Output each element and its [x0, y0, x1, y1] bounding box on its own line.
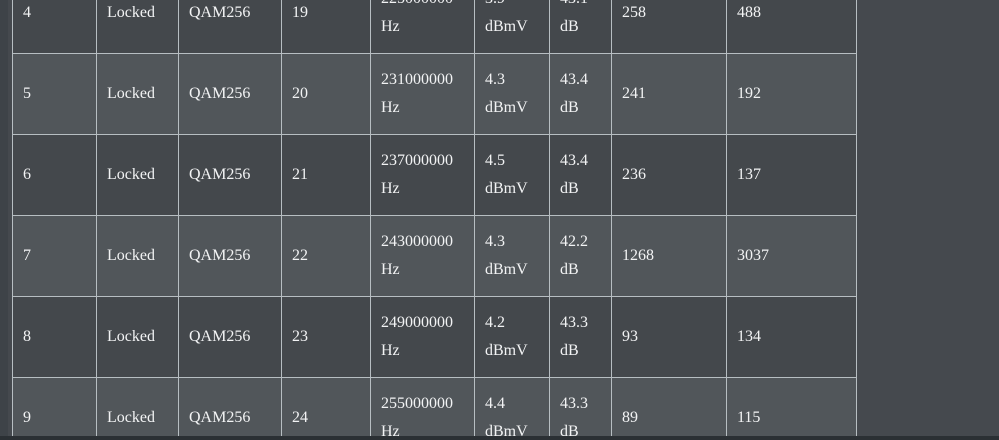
- cell-channel: 9: [12, 377, 97, 440]
- cell-uncorrectables: 137: [726, 134, 857, 216]
- cell-frequency: 255000000 Hz: [370, 377, 475, 440]
- cell-modulation: QAM256: [178, 134, 282, 216]
- cell-lock-status: Locked: [96, 0, 179, 54]
- cell-power: 3.9 dBmV: [474, 0, 550, 54]
- cell-channel-id: 19: [281, 0, 371, 54]
- cell-channel: 6: [12, 134, 97, 216]
- cell-channel-id: 20: [281, 53, 371, 135]
- table-row: 4 Locked QAM256 19 225000000 Hz 3.9 dBmV…: [12, 0, 857, 54]
- cell-modulation: QAM256: [178, 0, 282, 54]
- cell-lock-status: Locked: [96, 53, 179, 135]
- cell-power: 4.4 dBmV: [474, 377, 550, 440]
- table-row: 6 Locked QAM256 21 237000000 Hz 4.5 dBmV…: [12, 134, 857, 216]
- cell-channel-id: 24: [281, 377, 371, 440]
- cell-power: 4.5 dBmV: [474, 134, 550, 216]
- cell-correctables: 1268: [611, 215, 727, 297]
- cell-channel: 5: [12, 53, 97, 135]
- cell-channel: 8: [12, 296, 97, 378]
- cell-uncorrectables: 134: [726, 296, 857, 378]
- cell-modulation: QAM256: [178, 296, 282, 378]
- cell-uncorrectables: 115: [726, 377, 857, 440]
- cell-lock-status: Locked: [96, 215, 179, 297]
- cell-power: 4.3 dBmV: [474, 215, 550, 297]
- table-row: 5 Locked QAM256 20 231000000 Hz 4.3 dBmV…: [12, 53, 857, 135]
- cell-correctables: 258: [611, 0, 727, 54]
- table-row: 9 Locked QAM256 24 255000000 Hz 4.4 dBmV…: [12, 377, 857, 440]
- left-edge-strip: [0, 0, 8, 440]
- cell-frequency: 249000000 Hz: [370, 296, 475, 378]
- cell-channel-id: 23: [281, 296, 371, 378]
- cell-channel: 7: [12, 215, 97, 297]
- cell-power: 4.3 dBmV: [474, 53, 550, 135]
- cell-correctables: 236: [611, 134, 727, 216]
- channel-table-holder: 4 Locked QAM256 19 225000000 Hz 3.9 dBmV…: [12, 0, 857, 440]
- cell-lock-status: Locked: [96, 377, 179, 440]
- cell-power: 4.2 dBmV: [474, 296, 550, 378]
- table-row: 7 Locked QAM256 22 243000000 Hz 4.3 dBmV…: [12, 215, 857, 297]
- cell-frequency: 231000000 Hz: [370, 53, 475, 135]
- cell-lock-status: Locked: [96, 134, 179, 216]
- cell-snr: 43.3 dB: [549, 377, 612, 440]
- cell-correctables: 93: [611, 296, 727, 378]
- cell-uncorrectables: 192: [726, 53, 857, 135]
- table-row: 8 Locked QAM256 23 249000000 Hz 4.2 dBmV…: [12, 296, 857, 378]
- cell-snr: 42.2 dB: [549, 215, 612, 297]
- cell-channel-id: 22: [281, 215, 371, 297]
- cell-modulation: QAM256: [178, 377, 282, 440]
- cell-modulation: QAM256: [178, 53, 282, 135]
- window-bottom-edge: [0, 436, 999, 440]
- cell-channel-id: 21: [281, 134, 371, 216]
- cell-snr: 43.1 dB: [549, 0, 612, 54]
- channel-table-body: 4 Locked QAM256 19 225000000 Hz 3.9 dBmV…: [12, 0, 857, 440]
- downstream-channel-table: 4 Locked QAM256 19 225000000 Hz 3.9 dBmV…: [12, 0, 857, 440]
- cell-modulation: QAM256: [178, 215, 282, 297]
- cell-correctables: 241: [611, 53, 727, 135]
- cell-uncorrectables: 488: [726, 0, 857, 54]
- cell-frequency: 225000000 Hz: [370, 0, 475, 54]
- cell-snr: 43.3 dB: [549, 296, 612, 378]
- cell-snr: 43.4 dB: [549, 53, 612, 135]
- cell-correctables: 89: [611, 377, 727, 440]
- cell-frequency: 237000000 Hz: [370, 134, 475, 216]
- cell-lock-status: Locked: [96, 296, 179, 378]
- cell-frequency: 243000000 Hz: [370, 215, 475, 297]
- cell-uncorrectables: 3037: [726, 215, 857, 297]
- cell-channel: 4: [12, 0, 97, 54]
- cell-snr: 43.4 dB: [549, 134, 612, 216]
